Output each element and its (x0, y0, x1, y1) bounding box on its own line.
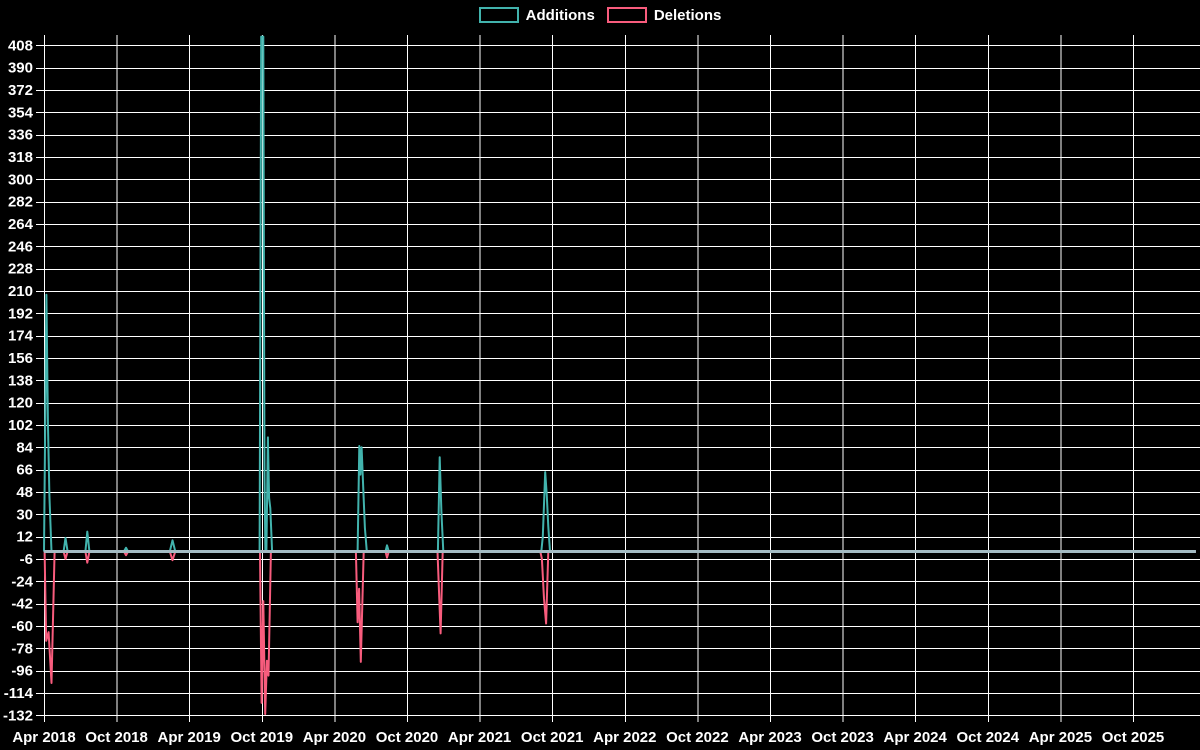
y-tick-label: 102 (8, 417, 33, 434)
x-tick-label: Apr 2021 (448, 729, 511, 746)
legend-item-additions[interactable]: Additions (478, 6, 595, 24)
legend-item-deletions[interactable]: Deletions (606, 6, 722, 24)
y-tick-label: 336 (8, 127, 33, 144)
chart-legend: Additions Deletions (0, 7, 1200, 23)
x-tick-label: Apr 2018 (12, 729, 75, 746)
y-tick-label: -78 (11, 640, 33, 657)
y-tick-label: 84 (16, 439, 33, 456)
y-tick-label: 282 (8, 194, 33, 211)
series-line-additions (43, 35, 1196, 553)
deletions-swatch-icon (606, 7, 647, 23)
y-tick-label: 318 (8, 149, 33, 166)
x-tick-label: Apr 2020 (303, 729, 366, 746)
y-tick-label: 12 (16, 529, 33, 546)
y-tick-label: 30 (16, 506, 33, 523)
y-tick-label: 390 (8, 60, 33, 77)
y-tick-label: -114 (4, 685, 34, 702)
y-tick-label: 174 (8, 328, 34, 345)
additions-legend-label: Additions (525, 6, 595, 24)
x-tick-label: Oct 2020 (376, 729, 439, 746)
y-tick-label: 372 (8, 82, 33, 99)
x-tick-label: Oct 2021 (521, 729, 584, 746)
y-tick-label: 354 (8, 104, 34, 121)
x-tick-label: Apr 2024 (884, 729, 948, 746)
y-tick-label: 408 (8, 37, 33, 54)
y-tick-label: 48 (16, 484, 33, 501)
y-tick-label: 156 (8, 350, 33, 367)
y-tick-label: 300 (8, 171, 33, 188)
y-tick-label: -60 (11, 618, 33, 635)
y-tick-label: 120 (8, 395, 33, 412)
y-tick-label: 192 (8, 305, 33, 322)
y-tick-label: -6 (20, 551, 33, 568)
x-tick-label: Oct 2019 (231, 729, 294, 746)
y-tick-label: -132 (3, 707, 33, 724)
y-tick-label: -42 (11, 596, 33, 613)
x-tick-label: Oct 2018 (85, 729, 148, 746)
x-tick-label: Oct 2022 (666, 729, 729, 746)
series-line-deletions (43, 550, 1196, 715)
y-tick-label: 66 (16, 462, 33, 479)
x-tick-label: Apr 2023 (738, 729, 801, 746)
y-tick-label: 246 (8, 238, 33, 255)
additions-swatch-icon (478, 7, 519, 23)
x-tick-label: Apr 2019 (158, 729, 221, 746)
x-tick-label: Apr 2025 (1029, 729, 1092, 746)
y-tick-label: 138 (8, 372, 33, 389)
x-tick-label: Oct 2023 (811, 729, 874, 746)
deletions-legend-label: Deletions (653, 6, 722, 24)
x-tick-label: Oct 2024 (957, 729, 1020, 746)
y-tick-label: 264 (8, 216, 34, 233)
y-tick-label: -96 (11, 663, 33, 680)
y-tick-label: -24 (11, 573, 33, 590)
x-tick-label: Apr 2022 (593, 729, 656, 746)
x-tick-label: Oct 2025 (1102, 729, 1165, 746)
y-tick-label: 210 (8, 283, 33, 300)
y-tick-label: 228 (8, 261, 33, 278)
